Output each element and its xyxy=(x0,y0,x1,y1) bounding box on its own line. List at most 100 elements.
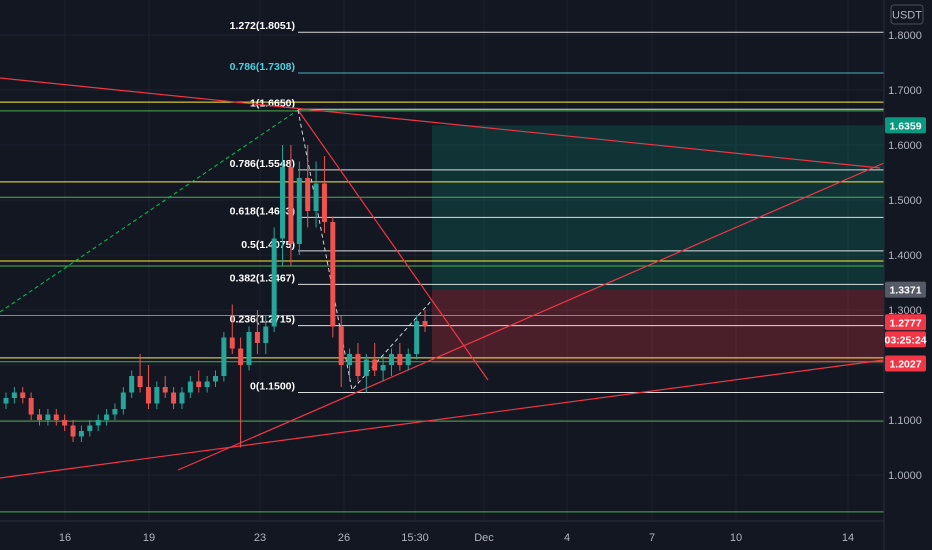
candle-body xyxy=(70,425,76,437)
x-tick-label: 7 xyxy=(649,532,655,544)
candle-body xyxy=(380,365,386,371)
horizontal-levels xyxy=(0,101,884,513)
price-tag-label: 1.2777 xyxy=(889,317,921,329)
candle-body xyxy=(296,178,302,244)
candle-body xyxy=(171,392,177,404)
candle-body xyxy=(145,387,151,404)
fib-level-label: 0.5(1.4075) xyxy=(241,239,295,251)
candle-body xyxy=(162,387,168,393)
candle-body xyxy=(104,414,110,420)
candle-body xyxy=(229,337,235,349)
candle-body xyxy=(137,376,143,387)
candle-body xyxy=(87,425,93,431)
price-tag-label: 03:25:24 xyxy=(884,334,926,346)
price-tag-background xyxy=(885,117,926,134)
candle-body xyxy=(238,348,244,365)
candle-body xyxy=(363,359,369,376)
currency-label: USDT xyxy=(892,10,922,22)
candle-body xyxy=(154,387,160,404)
grid-lines xyxy=(0,0,884,521)
position-zones xyxy=(432,125,884,364)
candle-body xyxy=(53,414,59,420)
y-tick-label: 1.1000 xyxy=(888,415,922,427)
candle-body xyxy=(305,178,311,211)
trend-lines xyxy=(0,77,885,479)
y-tick-label: 1.4000 xyxy=(888,250,922,262)
candle-body xyxy=(338,326,344,365)
fib-level-label: 0.618(1.4683) xyxy=(230,205,295,217)
candle-body xyxy=(37,414,43,420)
fib-level-label: 1(1.6650) xyxy=(250,97,295,109)
candle-body xyxy=(330,222,336,327)
fib-level-label: 0.236(1.2715) xyxy=(230,314,295,326)
y-tick-label: 1.3000 xyxy=(888,305,922,317)
profit-zone xyxy=(432,125,884,290)
candle-body xyxy=(45,414,51,420)
fib-level-label: 0.786(1.7308) xyxy=(230,61,295,73)
candle-body xyxy=(179,392,185,404)
candle-body xyxy=(321,183,327,222)
y-tick-label: 1.5000 xyxy=(888,195,922,207)
price-tag-label: 1.3371 xyxy=(889,285,921,297)
candle-body xyxy=(221,337,227,376)
y-tick-label: 1.7000 xyxy=(888,85,922,97)
price-tag-label: 1.6359 xyxy=(889,120,921,132)
fib-level-label: 0(1.1500) xyxy=(250,381,295,393)
candle-body xyxy=(388,354,394,365)
fib-level-label: 0.382(1.3467) xyxy=(230,272,295,284)
candle-body xyxy=(313,183,319,211)
candle-body xyxy=(129,376,135,393)
candle-body xyxy=(3,398,9,404)
candle-body xyxy=(62,420,68,426)
price-axis[interactable] xyxy=(883,0,932,550)
candle-body xyxy=(414,321,420,354)
candle-body xyxy=(347,354,353,365)
candle-body xyxy=(405,354,411,365)
fib-swing-dashed-line xyxy=(297,109,433,392)
x-tick-label: 19 xyxy=(143,532,155,544)
price-tag-background xyxy=(885,331,926,348)
x-tick-label: Dec xyxy=(474,532,494,544)
fib-level-label: 0.786(1.5548) xyxy=(230,158,295,170)
candle-body xyxy=(11,392,17,398)
fibonacci-levels: 1.272(1.8051) 0.786(1.7308) 1(1.6650) 0.786… xyxy=(230,20,884,393)
candle-body xyxy=(288,167,294,244)
fib-level-label: 1.272(1.8051) xyxy=(230,20,295,32)
candle-body xyxy=(355,354,361,376)
stop-zone xyxy=(432,289,884,364)
candles xyxy=(3,145,428,448)
candle-body xyxy=(271,238,277,327)
price-tags: 1.6359 1.3371 1.2777 03:25:24 1.2027 xyxy=(884,117,927,372)
ascending-trendline xyxy=(177,162,885,471)
candle-body xyxy=(187,381,193,393)
price-tag-background xyxy=(885,314,926,331)
candle-body xyxy=(78,431,84,437)
currency-button[interactable]: USDT xyxy=(890,4,924,25)
descending-trendline xyxy=(297,109,489,381)
candle-body xyxy=(263,326,269,343)
candle-body xyxy=(28,398,34,415)
y-tick-label: 1.0000 xyxy=(888,470,922,482)
support-trendline xyxy=(0,359,885,479)
price-tag-label: 1.2027 xyxy=(889,359,921,371)
x-tick-label: 15:30 xyxy=(401,532,429,544)
x-tick-label: 23 xyxy=(254,532,266,544)
candle-body xyxy=(213,376,218,382)
y-tick-label: 1.8000 xyxy=(888,30,922,42)
x-tick-label: 16 xyxy=(59,532,71,544)
candle-body xyxy=(95,420,101,426)
candle-body xyxy=(204,381,210,387)
y-tick-label: 1.6000 xyxy=(888,140,922,152)
x-tick-labels: 16 19 23 26 15:30 Dec 4 7 10 14 xyxy=(59,532,854,544)
candle-body xyxy=(422,321,428,327)
candle-body xyxy=(280,167,286,239)
candle-body xyxy=(20,392,26,398)
candle-body xyxy=(112,409,118,415)
x-tick-label: 26 xyxy=(338,532,350,544)
candle-body xyxy=(397,354,403,365)
price-tag-background xyxy=(885,281,926,298)
price-tag-background xyxy=(885,355,926,372)
candle-body xyxy=(254,332,260,343)
